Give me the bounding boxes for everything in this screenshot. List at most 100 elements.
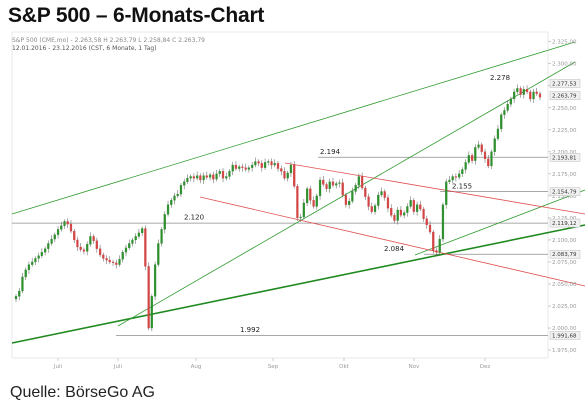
candle-body	[496, 128, 500, 139]
candles	[14, 84, 542, 332]
candle-body	[289, 164, 293, 174]
candle-body	[192, 176, 196, 179]
y-tick-label: 2.075,00	[552, 260, 577, 266]
candle-body	[118, 259, 121, 265]
annotations: 2.278 2.194 2.155 2.120 2.084 1.992	[184, 74, 510, 334]
price-annotation: 2.278	[490, 74, 510, 82]
candle-body	[461, 169, 464, 175]
candle-body	[238, 166, 241, 169]
candle-body	[403, 212, 406, 216]
candle-body	[183, 181, 186, 186]
candle-body	[425, 218, 428, 226]
candle-body	[76, 239, 79, 248]
candle-body	[147, 266, 150, 329]
candle-body	[509, 98, 513, 105]
candle-body	[60, 225, 63, 230]
candle-body	[102, 254, 105, 259]
candle-body	[247, 167, 251, 170]
candle-body	[196, 175, 199, 179]
price-box-label: 2.277,53	[552, 82, 577, 88]
candle-body	[134, 236, 137, 241]
candle-body	[273, 163, 276, 166]
channel-lower-red	[199, 196, 586, 287]
candle-body	[218, 171, 221, 175]
candle-body	[105, 258, 108, 261]
x-tick-label: Sep	[268, 364, 279, 370]
chart-subtitle-quote: S&P 500 (CME.mo) - 2.263,58 H 2.263,79 L…	[12, 37, 205, 44]
candle-body	[157, 243, 160, 265]
y-tick-label: 2.000,00	[552, 326, 577, 332]
price-box	[549, 153, 581, 162]
y-tick-label: 2.050,00	[552, 282, 577, 288]
candle-body	[166, 204, 170, 215]
candle-body	[43, 248, 47, 253]
candle-body	[98, 248, 102, 256]
price-annotation: 2.120	[184, 213, 204, 221]
y-tick-label: 2.175,00	[552, 172, 577, 178]
candle-body	[144, 228, 147, 267]
candle-body	[18, 290, 21, 297]
candle-body	[422, 208, 425, 219]
trend-lines	[11, 41, 586, 344]
chart-grid	[11, 31, 549, 359]
candle-body	[338, 182, 341, 184]
plot-frame	[11, 31, 549, 359]
chart-subtitle-range: 12.01.2016 - 23.12.2016 (CST, 6 Monate, …	[12, 45, 157, 52]
candle-body	[257, 161, 260, 164]
x-tick-label: Juli	[53, 364, 63, 370]
price-box	[549, 249, 581, 259]
candle-body	[409, 200, 412, 207]
candle-body	[108, 260, 111, 263]
candle-body	[189, 176, 192, 179]
channel-upper-red	[284, 162, 586, 215]
candle-body	[95, 240, 98, 249]
candle-body	[322, 179, 325, 185]
candle-body	[435, 250, 438, 253]
candle-body	[487, 158, 490, 167]
price-box	[549, 218, 581, 228]
price-box-label: 2.263,79	[552, 94, 577, 100]
candle-body	[393, 215, 396, 221]
candle-body	[513, 91, 516, 100]
candlestick-chart: 2.325,002.300,002.275,002.250,002.225,00…	[11, 31, 586, 370]
candle-body	[24, 269, 27, 278]
candle-body	[163, 214, 166, 230]
price-annotation: 1.992	[240, 326, 260, 334]
y-tick-label: 2.100,00	[552, 238, 577, 244]
candle-body	[141, 228, 144, 234]
candle-body	[170, 200, 173, 205]
candle-body	[415, 204, 419, 212]
y-tick-label: 2.150,00	[552, 194, 577, 200]
candle-body	[208, 174, 212, 178]
candle-body	[37, 255, 40, 259]
candle-body	[302, 202, 305, 218]
candle-body	[40, 252, 43, 256]
candle-body	[480, 144, 483, 152]
y-tick-label: 1.975,00	[552, 348, 577, 354]
candle-body	[474, 147, 477, 161]
candle-body	[69, 223, 73, 232]
candle-body	[341, 182, 344, 196]
candle-body	[351, 191, 354, 202]
candle-body	[396, 209, 399, 221]
y-tick-label: 2.300,00	[552, 62, 577, 68]
price-box-label: 2.193,81	[552, 155, 577, 161]
candle-body	[370, 206, 373, 212]
price-box	[549, 79, 581, 88]
candle-body	[299, 216, 302, 219]
candle-body	[438, 238, 441, 253]
candle-body	[519, 88, 522, 95]
candle-body	[432, 231, 435, 251]
candle-body	[445, 181, 448, 205]
y-tick-label: 2.025,00	[552, 304, 577, 310]
y-axis: 2.325,002.300,002.275,002.250,002.225,00…	[548, 40, 581, 354]
x-tick-label: Dez	[480, 364, 491, 370]
candle-body	[390, 208, 393, 216]
price-box-label: 2.154,79	[552, 190, 577, 196]
candle-body	[199, 175, 202, 181]
candle-body	[34, 258, 37, 263]
price-box	[549, 187, 581, 196]
candle-body	[89, 236, 92, 245]
candle-body	[315, 195, 318, 207]
candle-body	[121, 252, 124, 260]
